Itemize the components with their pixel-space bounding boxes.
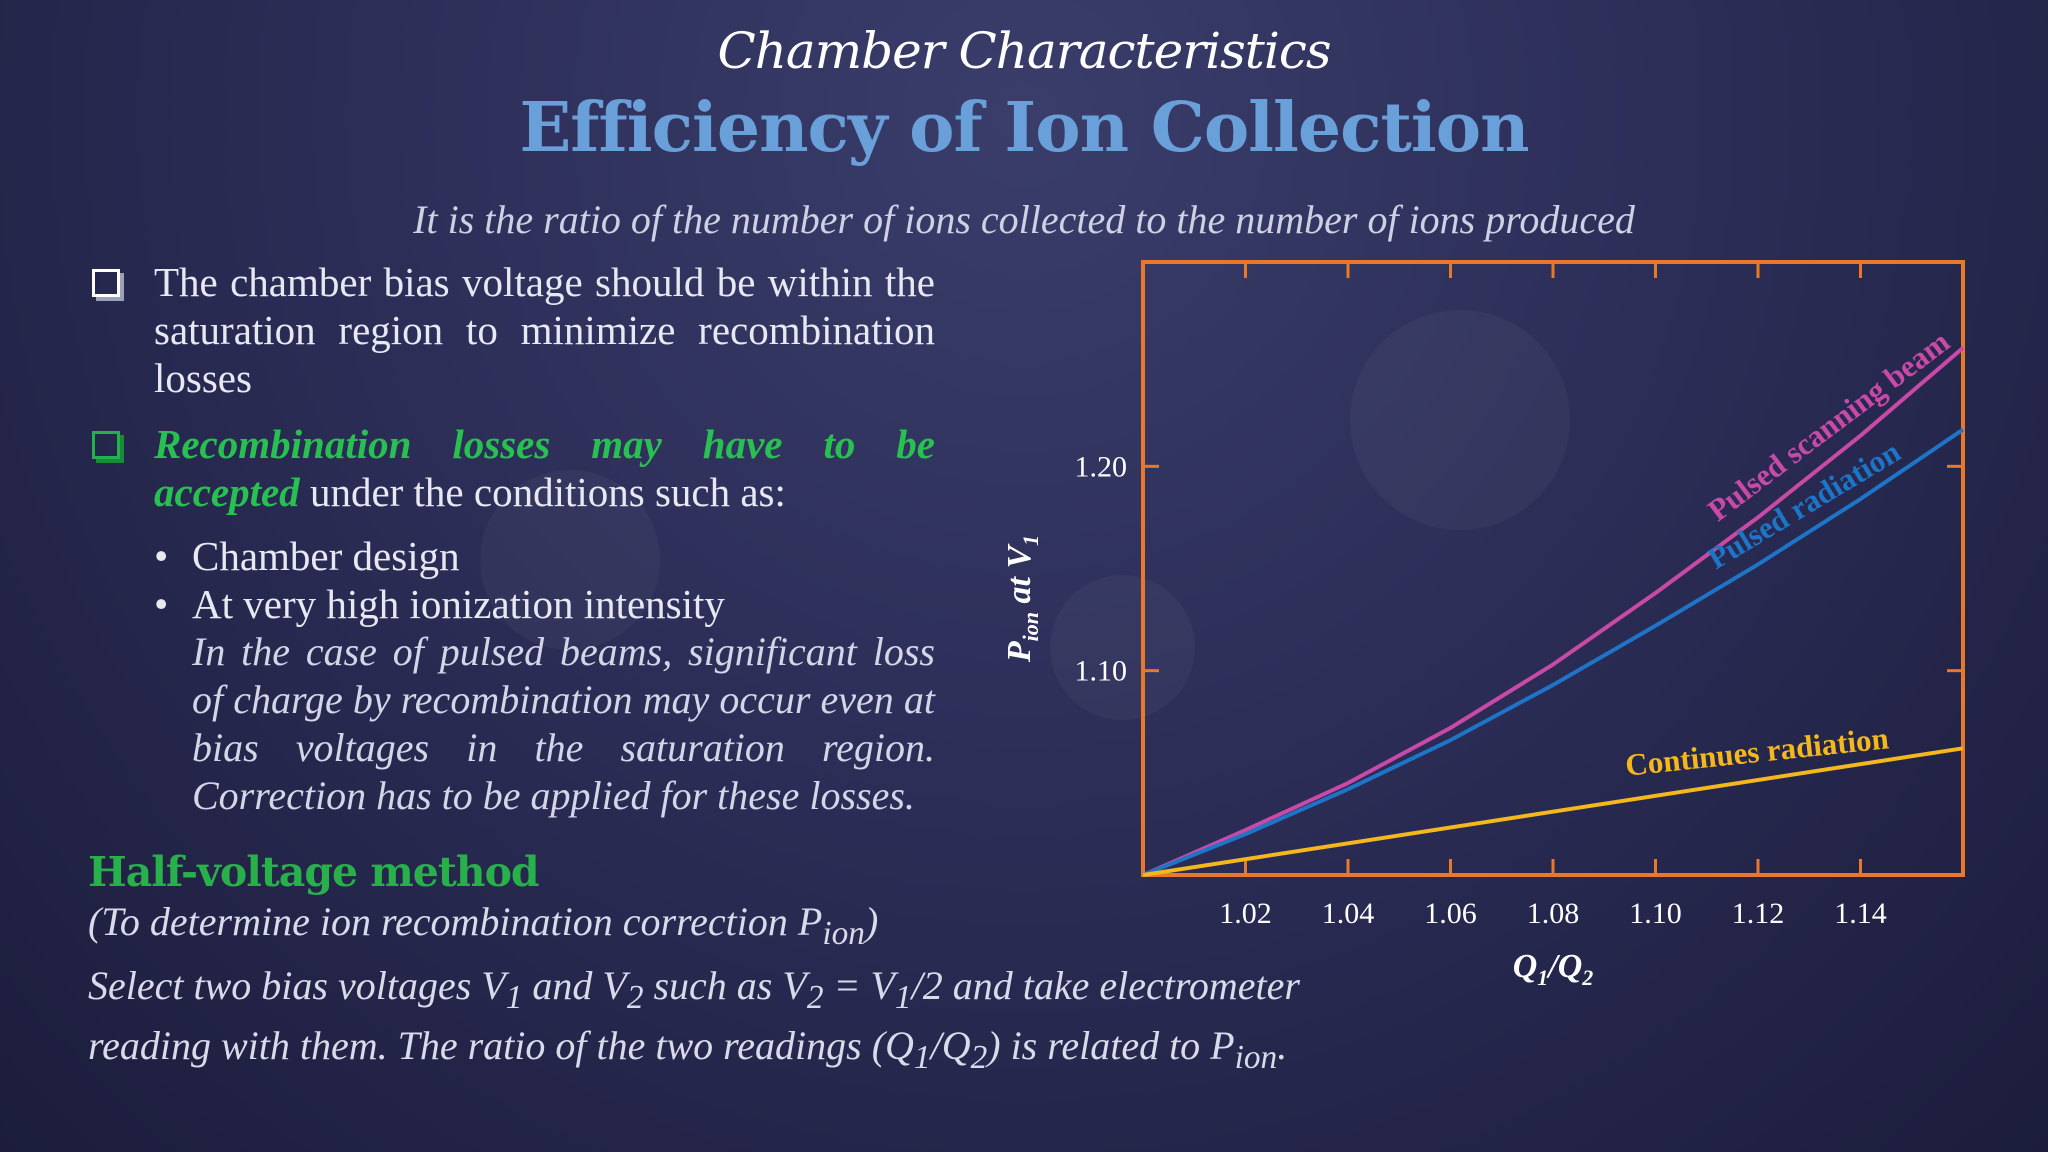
method-description: Select two bias voltages V1 and V2 such … <box>88 962 1388 1082</box>
bullet-text: under the conditions such as: <box>309 469 786 515</box>
method-subheading: (To determine ion recombination correcti… <box>88 898 878 953</box>
desc-text: = V <box>823 963 895 1008</box>
subscript: ion <box>1234 1039 1278 1076</box>
y-tick-label: 1.10 <box>1075 655 1128 688</box>
pion-chart: 1.02 1.04 1.06 1.08 1.10 1.12 1.14 1.10 1.20 Puls… <box>985 250 1985 1010</box>
sub-item-ionization: • At very high ionization intensity <box>150 580 935 628</box>
checkbox-icon <box>92 269 120 297</box>
y-tick-label: 1.20 <box>1075 450 1128 483</box>
subscript: 1 <box>505 979 523 1016</box>
highlight-text: Recombination losses may have to be acce… <box>154 421 935 515</box>
sub-item-text: Chamber design <box>192 533 460 579</box>
sub-item-chamber-design: • Chamber design <box>150 532 935 580</box>
x-tick-label: 1.06 <box>1424 897 1477 930</box>
x-tick-label: 1.14 <box>1834 897 1887 930</box>
subscript: 2 <box>970 1039 988 1076</box>
bullet-text: The chamber bias voltage should be withi… <box>154 259 935 401</box>
x-tick-label: 1.12 <box>1732 897 1785 930</box>
method-sub-text: (To determine ion recombination correcti… <box>88 899 823 944</box>
desc-text: /2 and take electrometer reading with th… <box>88 963 1300 1068</box>
bullet-list: The chamber bias voltage should be withi… <box>90 258 935 516</box>
bullet-item-recombination: Recombination losses may have to be acce… <box>90 420 935 516</box>
chart-svg: 1.02 1.04 1.06 1.08 1.10 1.12 1.141.101.20 Puls… <box>1001 260 1965 990</box>
method-heading: Half-voltage method <box>88 848 540 896</box>
desc-text: Select two bias voltages V <box>88 963 506 1008</box>
subscript: ion <box>822 915 865 952</box>
series-label-2: Continues radiation <box>1624 720 1891 782</box>
x-axis-label: Q1/Q2 <box>1513 948 1594 990</box>
subscript: 1 <box>894 979 912 1016</box>
plot-frame <box>1141 260 1965 877</box>
series-line-1 <box>1142 427 1965 877</box>
desc-text: /Q <box>930 1023 971 1068</box>
x-tick-label: 1.04 <box>1322 897 1375 930</box>
series-line-2 <box>1142 746 1964 877</box>
sub-item-text: At very high ionization intensity <box>192 581 725 627</box>
pulsed-beam-note: In the case of pulsed beams, significant… <box>192 629 935 818</box>
bullet-dot: • <box>154 533 169 579</box>
slide-subtitle: Chamber Characteristics <box>717 22 1331 80</box>
definition-text: It is the ratio of the number of ions co… <box>413 197 1635 242</box>
x-tick-label: 1.02 <box>1219 897 1272 930</box>
subscript: 2 <box>806 979 824 1016</box>
y-axis-label: Pion at V1 <box>1001 535 1043 663</box>
series-line-0 <box>1142 346 1965 877</box>
subscript: 1 <box>913 1039 931 1076</box>
desc-text: and V <box>522 963 627 1008</box>
desc-text: such as V <box>643 963 807 1008</box>
subscript: 2 <box>626 979 644 1016</box>
sub-bullet-list: • Chamber design • At very high ionizati… <box>150 532 935 820</box>
slide-title: Efficiency of Ion Collection <box>519 88 1529 168</box>
desc-text: . <box>1277 1023 1288 1068</box>
desc-text: ) is related to P <box>987 1023 1235 1068</box>
bullet-dot: • <box>154 581 169 627</box>
method-sub-text: ) <box>864 899 879 944</box>
bullet-item-bias-voltage: The chamber bias voltage should be withi… <box>90 258 935 402</box>
x-tick-label: 1.08 <box>1527 897 1580 930</box>
x-tick-label: 1.10 <box>1629 897 1682 930</box>
checkbox-icon <box>92 431 120 459</box>
